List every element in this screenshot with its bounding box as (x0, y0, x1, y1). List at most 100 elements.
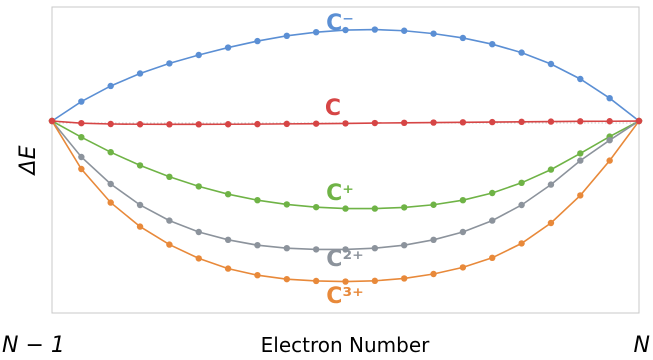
x-axis-label: Electron Number (261, 333, 431, 357)
data-point-c-minus-14 (459, 34, 467, 42)
data-point-c-2plus-1 (78, 153, 85, 161)
data-point-c-1 (78, 119, 85, 127)
data-point-c-minus-8 (283, 32, 290, 39)
data-point-c-15 (489, 118, 496, 126)
data-point-c-minus-13 (430, 30, 437, 37)
data-point-c-2plus-19 (606, 137, 613, 144)
data-point-c-6 (224, 121, 232, 128)
data-point-c-3plus-6 (224, 265, 232, 272)
data-point-c-3plus-17 (547, 219, 555, 227)
data-point-c-3plus-12 (401, 275, 408, 282)
data-point-c-plus-2 (107, 149, 114, 156)
data-point-c-minus-18 (577, 75, 584, 83)
data-point-c-7 (254, 120, 261, 128)
series-label-c-2plus: C²⁺ (326, 247, 363, 272)
series-c-minus (48, 26, 643, 125)
data-point-c-minus-9 (312, 29, 320, 36)
data-point-c-3plus-14 (459, 264, 467, 271)
series-label-c-minus: C⁻ (326, 11, 354, 36)
data-point-c-plus-11 (371, 205, 379, 212)
data-point-c-2plus-17 (547, 181, 555, 188)
data-point-c-plus-18 (577, 150, 584, 157)
data-point-c-minus-17 (547, 60, 555, 68)
data-point-c-plus-15 (489, 189, 496, 197)
data-point-c-3plus-19 (606, 157, 613, 164)
data-point-c-plus-10 (342, 205, 349, 212)
data-point-c-3plus-4 (166, 241, 173, 248)
data-point-c-16 (518, 118, 525, 126)
data-point-c-plus-9 (312, 203, 320, 211)
data-point-c-2plus-8 (283, 245, 290, 252)
series-c (48, 117, 643, 128)
data-point-c-2plus-5 (195, 228, 202, 236)
data-point-c-minus-3 (136, 70, 144, 77)
data-point-c-minus-5 (195, 51, 202, 59)
data-point-c-plus-14 (459, 197, 467, 204)
data-point-c-plus-16 (518, 179, 525, 186)
data-point-c-2plus-6 (224, 236, 232, 243)
data-point-c-2 (107, 120, 114, 128)
data-point-c-18 (577, 118, 584, 125)
data-point-c-8 (283, 120, 290, 128)
series-label-c-plus: C⁺ (326, 181, 354, 206)
series-c-plus (48, 117, 643, 212)
data-point-c-minus-1 (78, 98, 85, 105)
data-point-c-plus-4 (166, 173, 173, 180)
data-point-c-3plus-2 (107, 199, 114, 206)
data-point-c-5 (195, 121, 202, 128)
data-point-c-2plus-10 (342, 246, 349, 253)
data-point-c-minus-16 (518, 49, 525, 56)
data-point-c-2plus-9 (312, 246, 320, 253)
data-point-c-plus-7 (254, 197, 261, 204)
data-point-c-2plus-14 (459, 228, 467, 236)
data-point-c-9 (312, 120, 320, 127)
data-point-c-3plus-16 (518, 240, 525, 247)
series-c-3plus (48, 117, 643, 285)
data-point-c-2plus-12 (401, 242, 408, 249)
data-point-c-plus-1 (78, 134, 85, 141)
data-point-c-14 (459, 119, 467, 126)
data-point-c-minus-4 (166, 60, 173, 67)
data-point-c-0 (48, 117, 56, 125)
data-point-c-10 (342, 120, 349, 127)
data-point-c-minus-7 (254, 37, 261, 45)
series-label-c: C (325, 96, 341, 121)
data-point-c-plus-6 (224, 191, 232, 198)
data-point-c-minus-10 (342, 26, 349, 34)
data-point-c-minus-2 (107, 82, 114, 90)
series-label-c-3plus: C³⁺ (326, 284, 363, 309)
label-layer: C⁻ C C⁺ C²⁺ C³⁺ (325, 11, 364, 309)
data-point-c-plus-5 (195, 183, 202, 190)
x-tick-label-n-minus-1: N − 1 (2, 333, 65, 358)
data-point-c-20 (635, 117, 643, 125)
data-point-c-2plus-7 (254, 242, 261, 249)
plot-area (51, 6, 640, 314)
data-point-c-3plus-9 (312, 277, 320, 285)
data-point-c-3plus-1 (78, 165, 85, 173)
data-point-c-plus-8 (283, 201, 290, 208)
data-point-c-2plus-11 (371, 245, 379, 252)
data-point-c-11 (371, 119, 379, 127)
data-point-c-3plus-18 (577, 192, 584, 199)
data-point-c-minus-6 (224, 44, 232, 51)
data-point-c-13 (430, 119, 437, 126)
data-point-c-2plus-18 (577, 157, 584, 164)
data-point-c-minus-12 (401, 27, 408, 34)
data-point-c-17 (547, 118, 555, 125)
data-point-c-3plus-7 (254, 272, 261, 279)
data-point-c-3plus-3 (136, 223, 144, 230)
data-point-c-2plus-3 (136, 201, 144, 209)
data-point-c-19 (606, 118, 613, 125)
data-point-c-plus-13 (430, 201, 437, 208)
data-point-c-4 (166, 121, 173, 128)
data-point-c-plus-12 (401, 204, 408, 211)
data-point-c-minus-19 (606, 95, 613, 102)
data-point-c-minus-15 (489, 41, 496, 48)
data-point-c-3plus-11 (371, 277, 379, 285)
data-point-c-3plus-5 (195, 255, 202, 262)
data-point-c-3plus-15 (489, 254, 496, 261)
data-point-c-12 (401, 119, 408, 127)
data-point-c-3plus-8 (283, 275, 290, 283)
data-point-c-2plus-13 (430, 236, 437, 243)
